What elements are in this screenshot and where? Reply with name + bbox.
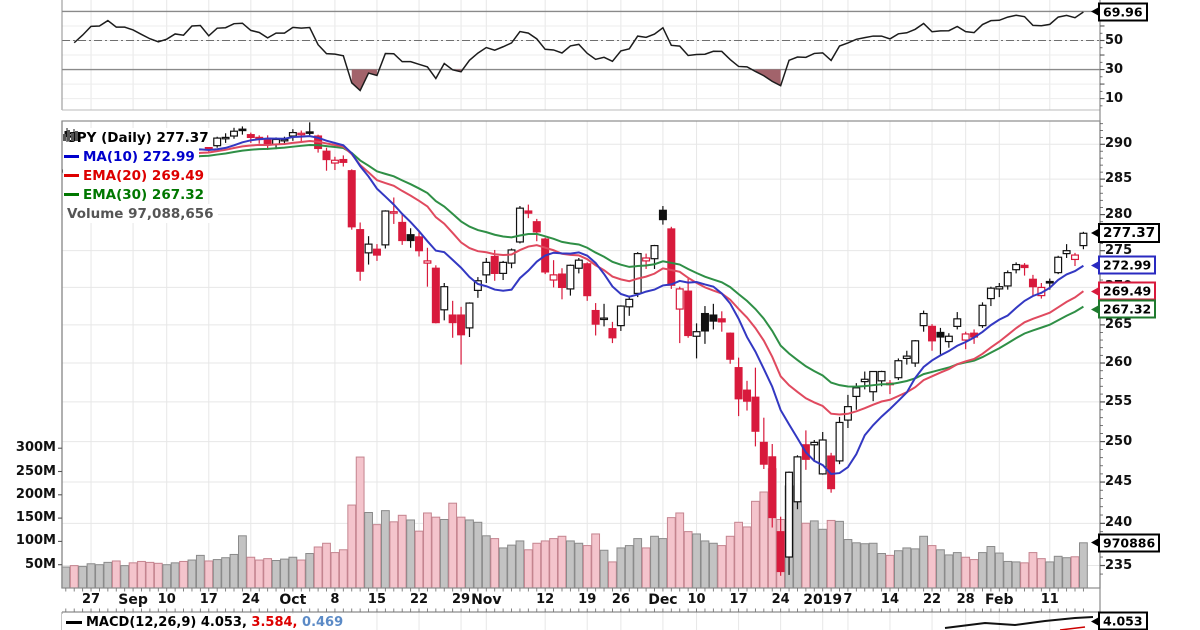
flag-value: 272.99 [1103,257,1152,273]
flag-arrow-icon [1091,260,1100,271]
price-axis-tick-label: 265 [1105,316,1133,332]
date-axis-tick-label: 19 [578,592,597,607]
date-axis-tick-label: 8 [330,592,340,607]
oscillator-axis-tick-label: 50 [1105,32,1124,48]
date-axis-tick-label: 2019 [803,592,843,608]
date-axis-tick-label: 17 [199,592,218,607]
oscillator-axis-tick-label: 10 [1105,90,1124,106]
flag-arrow-icon [1091,537,1100,548]
price-axis-tick-label: 275 [1105,242,1133,258]
volume-axis-tick-label: 250M [15,463,56,479]
legend-ema20-label: EMA(20) 269.49 [83,167,205,184]
volume-bars-icon [63,130,78,141]
price-axis-tick-label: 255 [1105,393,1133,409]
macd-signal-value: 3.584, [246,615,298,630]
date-axis-tick-label: 24 [241,592,260,607]
volume-axis-tick-label: 150M [15,510,56,526]
date-axis-tick-label: 12 [536,592,555,607]
ema30-swatch-icon [64,193,79,196]
flag-arrow-icon [1091,6,1100,17]
price-flag-27299: 272.99 [1091,255,1157,275]
macd-swatch-icon [66,621,82,624]
date-axis-tick-label: 17 [729,592,748,607]
volume-axis-tick-label: 300M [15,440,56,456]
price-axis-tick-label: 245 [1105,474,1133,490]
date-axis-tick-label: 24 [771,592,790,607]
flag-arrow-icon [1091,228,1100,239]
date-axis-tick-label: 27 [81,592,101,607]
flag-value: 269.49 [1103,283,1152,299]
date-axis-tick-label: 22 [409,592,429,607]
date-axis-tick-label: 28 [956,592,975,607]
price-flag-4053: 4.053 [1091,611,1148,630]
date-axis-tick-label: Dec [648,592,678,608]
oscillator-axis-tick-label: 30 [1105,61,1124,77]
date-axis-tick-label: 11 [1040,592,1059,607]
macd-legend: MACD(12,26,9) 4.053, 3.584, 0.469 [62,614,348,630]
date-axis-tick-label: Sep [118,592,148,608]
price-flag-6996: 69.96 [1091,2,1148,21]
date-axis-tick-label: Feb [985,592,1014,608]
date-axis-tick-label: 7 [843,592,853,607]
ema20-swatch-icon [64,174,79,177]
legend-ema20-row: EMA(20) 269.49 [63,166,209,185]
date-axis-tick-label: 26 [611,592,630,607]
flag-value: 277.37 [1103,225,1156,242]
date-axis-tick-label: 29 [452,592,471,607]
ma10-swatch-icon [64,155,79,158]
price-axis-tick-label: 235 [1105,557,1133,573]
volume-axis-tick-label: 200M [15,486,56,502]
price-axis-tick-label: 260 [1105,355,1133,371]
price-axis-tick-label: 250 [1105,433,1133,449]
price-axis-tick-label: 240 [1105,515,1133,531]
legend-ma10-label: MA(10) 272.99 [83,148,195,165]
flag-arrow-icon [1091,616,1100,626]
chart-legend: SPY (Daily) 277.37 MA(10) 272.99 EMA(20)… [63,128,218,223]
legend-ema30-row: EMA(30) 267.32 [63,185,209,204]
date-axis-tick-label: Nov [471,592,502,608]
legend-symbol-row: SPY (Daily) 277.37 [63,128,213,147]
price-flag-27737: 277.37 [1091,223,1161,244]
price-flag-26732: 267.32 [1091,299,1157,319]
flag-value: 267.32 [1103,301,1152,317]
date-axis-tick-label: 15 [367,592,387,607]
date-axis-tick-label: 14 [880,592,900,607]
legend-volume-row: Volume 97,088,656 [63,130,218,223]
date-axis-tick-label: Oct [279,592,307,608]
legend-symbol-label: SPY (Daily) 277.37 [67,129,209,146]
date-axis-tick-label: 10 [687,592,706,607]
price-axis-tick-label: 285 [1105,171,1133,187]
macd-label: MACD(12,26,9) 4.053, [86,615,247,630]
price-flag-26949: 269.49 [1091,281,1157,301]
volume-axis-tick-label: 100M [15,533,56,549]
date-axis-tick-label: 10 [157,592,176,607]
flag-value: 4.053 [1103,613,1143,629]
flag-arrow-icon [1091,304,1100,315]
legend-volume-label: Volume 97,088,656 [67,205,214,222]
price-axis-tick-label: 280 [1105,206,1133,222]
macd-hist-value: 0.469 [297,615,344,630]
price-axis-tick-label: 290 [1105,136,1133,152]
legend-ema30-label: EMA(30) 267.32 [83,186,205,203]
date-axis-tick-label: 22 [922,592,942,607]
flag-value: 970886 [1103,535,1156,551]
flag-arrow-icon [1091,286,1100,297]
legend-ma10-row: MA(10) 272.99 [63,147,199,166]
volume-axis-tick-label: 50M [24,556,56,572]
price-flag-970886: 970886 [1091,533,1161,553]
flag-value: 69.96 [1103,4,1143,19]
